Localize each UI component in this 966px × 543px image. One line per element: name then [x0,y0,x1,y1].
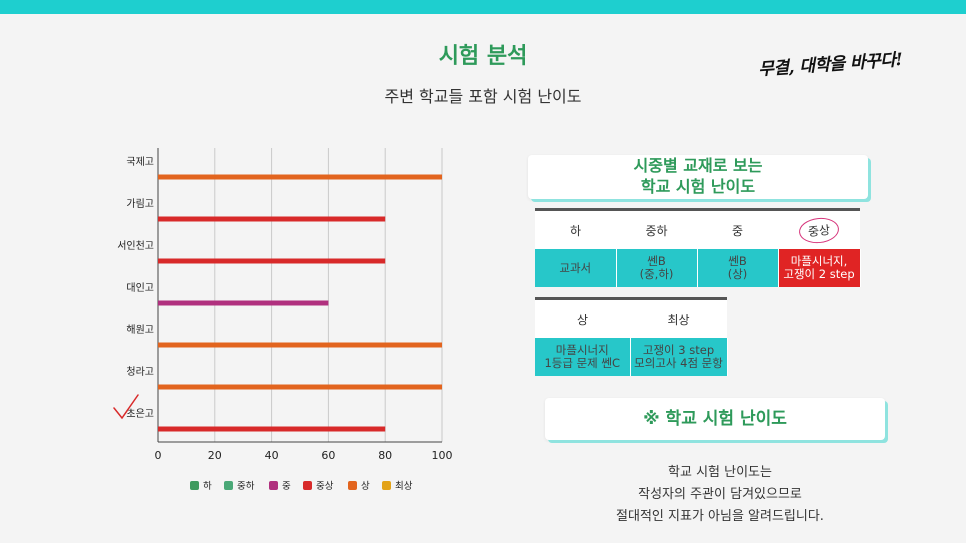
chart-bar [158,216,386,222]
legend-label: 상 [361,481,370,492]
header-cell-mid-high: 중상 [778,208,860,249]
table-row: 교과서 쎈B (중,하) 쎈B (상) 마플시너지, 고쟁이 2 step [535,249,861,287]
x-tick-label: 100 [432,449,453,462]
table-row: 마플시너지 1등급 문제 쎈C 고쟁이 3 step 모의고사 4점 문항 [535,338,728,376]
category-label: 초은고 [126,408,154,420]
legend-label: 중하 [237,480,255,492]
section-title-card: ※ 학교 시험 난이도 [545,398,885,440]
x-tick-label: 60 [321,449,335,462]
circled-label: 중상 [797,215,841,245]
cell-text: 쎈B [728,254,747,268]
chart-bar [158,384,442,390]
table-header-row: 상 최상 [535,297,727,338]
note-line: 작성자의 주관이 담겨있으므로 [638,487,802,502]
header-cell-mid-low: 중하 [616,208,697,249]
x-tick-label: 0 [155,449,162,462]
chart-bar [158,258,386,264]
textbook-difficulty-heading-card: 시중별 교재로 보는 학교 시험 난이도 [528,155,868,199]
category-label: 해원고 [126,323,154,336]
note-line: 학교 시험 난이도는 [668,465,772,480]
page-title: 시험 분석 [438,44,528,69]
legend-swatch [190,481,199,490]
top-accent-bar [0,0,966,14]
category-label: 청라고 [126,366,154,378]
legend-label: 하 [203,480,212,492]
cell-text: 마플시너지 [555,343,609,357]
cell-text: 모의고사 4점 문항 [634,356,723,370]
category-label: 가림고 [126,198,154,210]
difficulty-table-2: 상 최상 마플시너지 1등급 문제 쎈C 고쟁이 3 step 모의고사 4점 문항 [535,297,728,376]
table-cell: 마플시너지 1등급 문제 쎈C [535,338,631,376]
header-cell-low: 하 [535,208,616,249]
note-line: 절대적인 지표가 아님을 알려드립니다. [616,509,824,524]
cell-text: 마플시너지, [790,254,848,268]
heading-line-2: 학교 시험 난이도 [640,177,756,196]
x-tick-label: 20 [208,449,222,462]
disclaimer-note: 학교 시험 난이도는 작성자의 주관이 담겨있으므로 절대적인 지표가 아님을 … [560,462,880,528]
cell-text: 고쟁이 2 step [783,267,855,281]
cell-text: 고쟁이 3 step [642,343,715,357]
cell-text: 교과서 [559,260,592,275]
legend-label: 최상 [395,481,413,492]
table-cell-highlight: 마플시너지, 고쟁이 2 step [778,249,861,287]
table-header-row: 하 중하 중 중상 [535,208,860,249]
cell-text: (중,하) [639,267,674,281]
page-subtitle: 주변 학교들 포함 시험 난이도 [384,87,582,106]
cell-text: 1등급 문제 쎈C [544,356,621,370]
chart-bar [158,174,442,180]
legend-swatch [269,481,278,490]
x-tick-label: 80 [378,449,392,462]
chart-bar [158,342,442,348]
legend-label: 중상 [316,481,334,492]
table-cell: 쎈B (상) [697,249,779,287]
legend-swatch [348,481,357,490]
table-cell: 교과서 [535,249,617,287]
heading-line-1: 시중별 교재로 보는 [633,156,763,175]
category-label: 대인고 [126,282,154,294]
difficulty-table-1: 하 중하 중 중상 교과서 쎈B (중,하) 쎈B (상) 마플시너지, 고쟁이 2 … [535,208,861,287]
cell-text: (상) [727,267,748,281]
header-cell-mid: 중 [697,208,778,249]
check-mark-icon [113,394,139,420]
category-label: 서인천고 [117,240,154,252]
category-label: 국제고 [126,156,154,168]
header-cell-top: 최상 [630,297,727,338]
legend-swatch [382,481,391,490]
x-tick-label: 40 [265,449,279,462]
legend-swatch [303,481,312,490]
cell-text: 쎈B [647,254,666,268]
table-cell: 고쟁이 3 step 모의고사 4점 문항 [630,338,728,376]
table-cell: 쎈B (중,하) [616,249,698,287]
legend-swatch [224,481,233,490]
legend-label: 중 [282,481,291,492]
chart-bar [158,300,329,306]
chart-bar [158,426,386,432]
header-cell-high: 상 [535,297,630,338]
